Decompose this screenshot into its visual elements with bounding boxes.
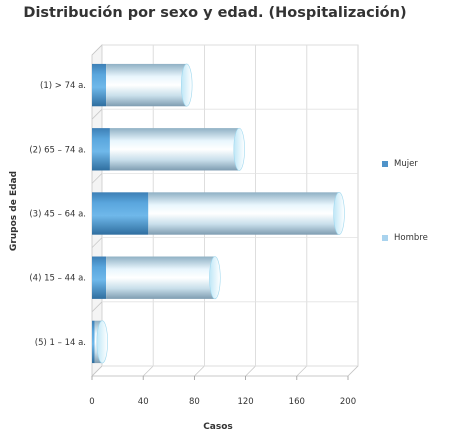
category-label: (2) 65 – 74 a. — [29, 145, 86, 155]
x-tick-label: 40 — [138, 397, 149, 407]
axes: (1) > 74 a. (2) 65 – 74 a. (3) 45 – 64 a. (… — [29, 81, 356, 407]
bar-hombre-2 — [109, 128, 240, 171]
bar-mujer-4 — [92, 256, 107, 299]
category-label: (5) 1 – 14 a. — [35, 338, 86, 348]
bar-mujer-1 — [92, 63, 107, 107]
bar-end-cap-5 — [96, 320, 108, 364]
x-axis-title: Casos — [203, 422, 233, 432]
chart-title: Distribución por sexo y edad. (Hospitali… — [23, 5, 407, 21]
legend: Mujer Hombre — [382, 0, 450, 444]
bar-mujer-2 — [92, 128, 110, 171]
bars — [92, 63, 345, 364]
x-tick-label: 80 — [189, 397, 200, 407]
legend-item-mujer: Mujer — [382, 159, 418, 171]
bar-mujer-3 — [92, 192, 149, 235]
legend-label: Mujer — [394, 159, 418, 169]
x-tick-label: 200 — [340, 397, 356, 407]
bar-end-cap-1 — [181, 63, 193, 107]
y-axis-title: Grupos de Edad — [9, 171, 19, 251]
x-tick-label: 120 — [237, 397, 253, 407]
category-label: (1) > 74 a. — [40, 81, 86, 91]
category-label: (4) 15 – 44 a. — [29, 274, 86, 284]
x-tick-label: 0 — [89, 397, 94, 407]
legend-item-hombre: Hombre — [382, 233, 428, 245]
bar-hombre-3 — [148, 192, 340, 235]
bar-end-cap-2 — [233, 127, 245, 171]
category-label: (3) 45 – 64 a. — [29, 210, 86, 220]
bar-end-cap-4 — [209, 256, 221, 300]
bar-mujer-5 — [92, 320, 95, 364]
legend-label: Hombre — [394, 233, 428, 243]
bar-hombre-4 — [106, 256, 215, 299]
legend-swatch — [382, 161, 388, 167]
bar-end-cap-3 — [333, 192, 345, 235]
x-tick-label: 160 — [289, 397, 305, 407]
legend-swatch — [382, 235, 388, 241]
bar-hombre-1 — [106, 63, 187, 107]
